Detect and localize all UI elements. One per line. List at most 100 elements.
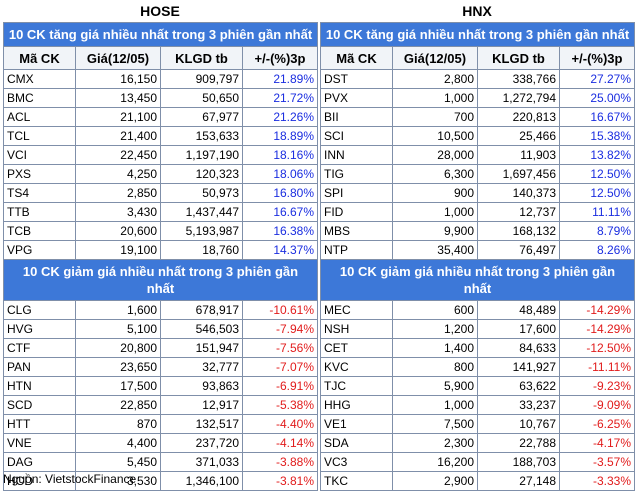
change-cell: 16.67% bbox=[241, 202, 319, 222]
change-cell: -9.09% bbox=[558, 395, 636, 415]
table-row: VC3 16,200 188,703 -3.57% bbox=[320, 452, 636, 472]
table-row: DAG 5,450 371,033 -3.88% bbox=[3, 452, 319, 472]
change-cell: 18.06% bbox=[241, 164, 319, 184]
source-note: Nguồn: VietstockFinance bbox=[3, 472, 137, 486]
price-cell: 4,250 bbox=[75, 164, 161, 184]
symbol-cell: HTT bbox=[3, 414, 76, 434]
volume-cell: 18,760 bbox=[160, 240, 243, 260]
symbol-cell: HVG bbox=[3, 319, 76, 339]
volume-cell: 1,437,447 bbox=[160, 202, 243, 222]
symbol-cell: VCI bbox=[3, 145, 76, 165]
price-cell: 20,800 bbox=[75, 338, 161, 358]
symbol-cell: VC3 bbox=[320, 452, 393, 472]
volume-cell: 50,650 bbox=[160, 88, 243, 108]
column-header-row: Mã CK Giá(12/05) KLGD tb +/-(%)3p bbox=[3, 46, 319, 70]
change-cell: 18.89% bbox=[241, 126, 319, 146]
section-title: 10 CK tăng giá nhiều nhất trong 3 phiên … bbox=[319, 22, 636, 47]
volume-cell: 678,917 bbox=[160, 300, 243, 320]
change-cell: 15.38% bbox=[558, 126, 636, 146]
volume-cell: 237,720 bbox=[160, 433, 243, 453]
volume-cell: 50,973 bbox=[160, 183, 243, 203]
price-cell: 21,100 bbox=[75, 107, 161, 127]
table-row: BMC 13,450 50,650 21.72% bbox=[3, 88, 319, 108]
table-row: SPI 900 140,373 12.50% bbox=[320, 183, 636, 203]
section-title: 10 CK giảm giá nhiều nhất trong 3 phiên … bbox=[319, 259, 636, 301]
price-cell: 700 bbox=[392, 107, 478, 127]
table-row: INN 28,000 11,903 13.82% bbox=[320, 145, 636, 165]
table-row: PXS 4,250 120,323 18.06% bbox=[3, 164, 319, 184]
symbol-cell: VNE bbox=[3, 433, 76, 453]
price-cell: 1,400 bbox=[392, 338, 478, 358]
change-cell: 8.26% bbox=[558, 240, 636, 260]
col-price: Giá(12/05) bbox=[75, 46, 161, 70]
table-row: VPG 19,100 18,760 14.37% bbox=[3, 240, 319, 260]
symbol-cell: HTN bbox=[3, 376, 76, 396]
table-row: TCL 21,400 153,633 18.89% bbox=[3, 126, 319, 146]
change-cell: -4.14% bbox=[241, 433, 319, 453]
volume-cell: 1,197,190 bbox=[160, 145, 243, 165]
section-title: 10 CK giảm giá nhiều nhất trong 3 phiên … bbox=[2, 259, 319, 301]
symbol-cell: DAG bbox=[3, 452, 76, 472]
table-row: PVX 1,000 1,272,794 25.00% bbox=[320, 88, 636, 108]
symbol-cell: SPI bbox=[320, 183, 393, 203]
change-cell: -3.81% bbox=[241, 471, 319, 491]
change-cell: -10.61% bbox=[241, 300, 319, 320]
volume-cell: 32,777 bbox=[160, 357, 243, 377]
table-row: BII 700 220,813 16.67% bbox=[320, 107, 636, 127]
price-cell: 1,000 bbox=[392, 88, 478, 108]
symbol-cell: VPG bbox=[3, 240, 76, 260]
change-cell: -3.33% bbox=[558, 471, 636, 491]
price-cell: 21,400 bbox=[75, 126, 161, 146]
symbol-cell: PAN bbox=[3, 357, 76, 377]
price-cell: 5,100 bbox=[75, 319, 161, 339]
volume-cell: 84,633 bbox=[477, 338, 560, 358]
change-cell: -4.17% bbox=[558, 433, 636, 453]
change-cell: -3.88% bbox=[241, 452, 319, 472]
table-row: SCD 22,850 12,917 -5.38% bbox=[3, 395, 319, 415]
symbol-cell: NSH bbox=[320, 319, 393, 339]
table-row: HVG 5,100 546,503 -7.94% bbox=[3, 319, 319, 339]
change-cell: -5.38% bbox=[241, 395, 319, 415]
change-cell: 21.26% bbox=[241, 107, 319, 127]
price-cell: 1,600 bbox=[75, 300, 161, 320]
price-cell: 2,850 bbox=[75, 183, 161, 203]
symbol-cell: PVX bbox=[320, 88, 393, 108]
table-row: TS4 2,850 50,973 16.80% bbox=[3, 183, 319, 203]
col-volume: KLGD tb bbox=[477, 46, 560, 70]
price-cell: 4,400 bbox=[75, 433, 161, 453]
table-row: TIG 6,300 1,697,456 12.50% bbox=[320, 164, 636, 184]
hose-gainers-header: 10 CK tăng giá nhiều nhất trong 3 phiên … bbox=[2, 22, 319, 47]
price-cell: 6,300 bbox=[392, 164, 478, 184]
volume-cell: 27,148 bbox=[477, 471, 560, 491]
column-header-row: Mã CK Giá(12/05) KLGD tb +/-(%)3p bbox=[320, 46, 636, 70]
symbol-cell: CTF bbox=[3, 338, 76, 358]
volume-cell: 546,503 bbox=[160, 319, 243, 339]
symbol-cell: VE1 bbox=[320, 414, 393, 434]
symbol-cell: BMC bbox=[3, 88, 76, 108]
col-volume: KLGD tb bbox=[160, 46, 243, 70]
volume-cell: 93,863 bbox=[160, 376, 243, 396]
symbol-cell: DST bbox=[320, 69, 393, 89]
hnx-gainers-header: 10 CK tăng giá nhiều nhất trong 3 phiên … bbox=[319, 22, 636, 47]
symbol-cell: MBS bbox=[320, 221, 393, 241]
price-cell: 13,450 bbox=[75, 88, 161, 108]
table-row: NTP 35,400 76,497 8.26% bbox=[320, 240, 636, 260]
price-cell: 17,500 bbox=[75, 376, 161, 396]
change-cell: -14.29% bbox=[558, 319, 636, 339]
symbol-cell: CET bbox=[320, 338, 393, 358]
table-row: CTF 20,800 151,947 -7.56% bbox=[3, 338, 319, 358]
volume-cell: 120,323 bbox=[160, 164, 243, 184]
price-cell: 35,400 bbox=[392, 240, 478, 260]
symbol-cell: BII bbox=[320, 107, 393, 127]
symbol-cell: TKC bbox=[320, 471, 393, 491]
volume-cell: 1,272,794 bbox=[477, 88, 560, 108]
price-cell: 600 bbox=[392, 300, 478, 320]
change-cell: 21.72% bbox=[241, 88, 319, 108]
volume-cell: 5,193,987 bbox=[160, 221, 243, 241]
symbol-cell: TS4 bbox=[3, 183, 76, 203]
price-cell: 9,900 bbox=[392, 221, 478, 241]
symbol-cell: HCD bbox=[3, 471, 76, 491]
change-cell: 21.89% bbox=[241, 69, 319, 89]
volume-cell: 909,797 bbox=[160, 69, 243, 89]
table-row: HTT 870 132,517 -4.40% bbox=[3, 414, 319, 434]
